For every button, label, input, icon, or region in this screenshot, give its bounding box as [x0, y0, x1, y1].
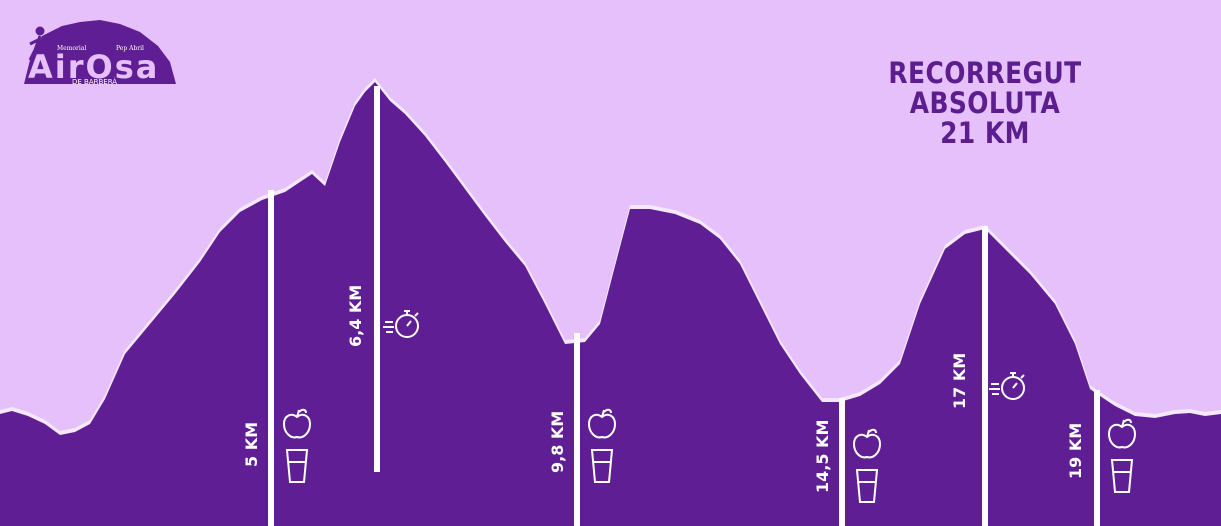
route-title-line2: 21 KM — [940, 116, 1030, 150]
glass-icon — [1110, 459, 1134, 493]
marker-pole-9-8km — [574, 333, 580, 526]
marker-pole-17km — [982, 226, 988, 526]
logo-bottom: DE BARBERÀ — [72, 78, 118, 86]
apple-icon — [282, 408, 312, 439]
glass-icon — [285, 449, 309, 483]
marker-pole-19km — [1094, 390, 1100, 526]
logo: Memorial Pep Abril AirOsa DE BARBERÀ — [20, 18, 180, 88]
marker-pole-14-5km — [839, 398, 845, 526]
logo-top-left: Memorial — [57, 45, 87, 52]
stopwatch-icon — [383, 310, 419, 338]
stopwatch-icon — [989, 372, 1025, 400]
glass-icon — [590, 449, 614, 483]
glass-icon — [855, 469, 879, 503]
logo-graphic — [24, 20, 176, 84]
marker-label-5km: 5 KM — [242, 421, 261, 467]
logo-top-right: Pep Abril — [116, 45, 144, 52]
apple-icon — [852, 428, 882, 459]
apple-icon — [587, 408, 617, 439]
logo-name: AirOsa — [28, 48, 160, 86]
marker-label-19km: 19 KM — [1066, 422, 1085, 479]
marker-label-6-4km: 6,4 KM — [346, 284, 365, 347]
marker-label-14-5km: 14,5 KM — [813, 419, 832, 493]
apple-icon — [1107, 418, 1137, 449]
route-title: RECORREGUT ABSOLUTA 21 KM — [817, 58, 1152, 148]
marker-pole-5km — [268, 190, 274, 526]
route-title-line1: RECORREGUT ABSOLUTA — [888, 56, 1082, 120]
logo-mountain — [24, 20, 176, 84]
marker-label-17km: 17 KM — [950, 352, 969, 409]
marker-pole-6-4km — [374, 86, 380, 472]
marker-label-9-8km: 9,8 KM — [548, 410, 567, 473]
runner-icon — [28, 26, 47, 67]
